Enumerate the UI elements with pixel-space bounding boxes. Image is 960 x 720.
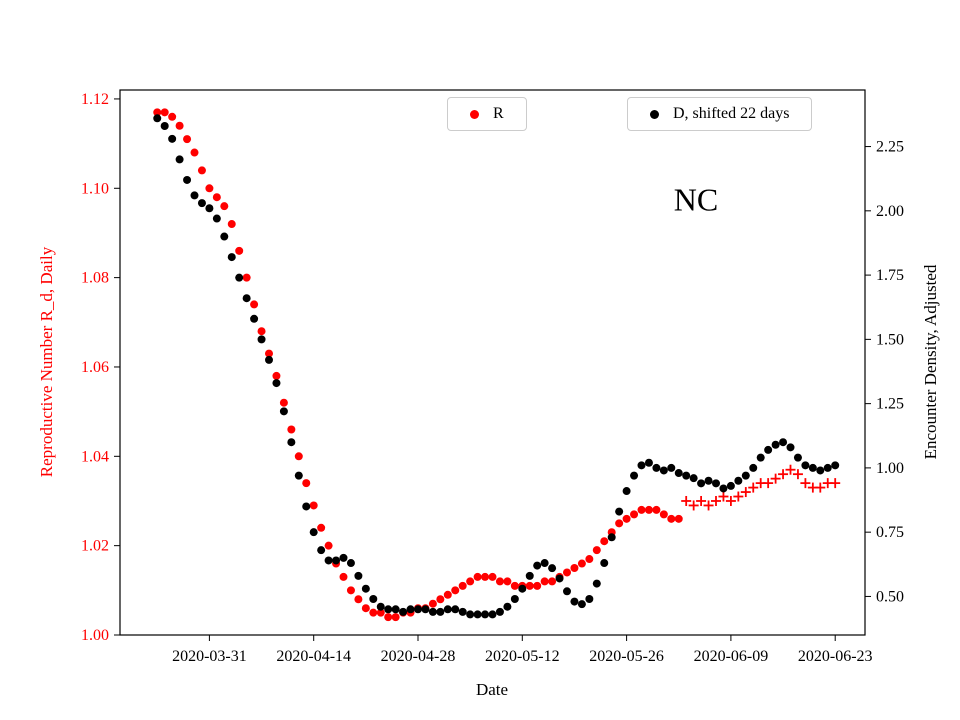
svg-text:1.04: 1.04 bbox=[81, 448, 109, 465]
svg-text:2020-04-28: 2020-04-28 bbox=[381, 648, 456, 665]
state-annotation: NC bbox=[673, 181, 719, 218]
svg-text:2020-06-09: 2020-06-09 bbox=[694, 648, 769, 665]
svg-text:2020-05-26: 2020-05-26 bbox=[589, 648, 664, 665]
legend-d: D, shifted 22 days bbox=[627, 97, 813, 131]
legend-r: R bbox=[447, 97, 527, 131]
svg-text:1.08: 1.08 bbox=[81, 270, 109, 287]
svg-text:2.25: 2.25 bbox=[876, 139, 904, 156]
svg-text:1.06: 1.06 bbox=[81, 359, 109, 376]
svg-text:1.00: 1.00 bbox=[876, 460, 904, 477]
svg-text:1.12: 1.12 bbox=[81, 91, 109, 108]
x-axis-label: Date bbox=[475, 680, 509, 699]
right-y-axis-label: Encounter Density, Adjusted bbox=[921, 264, 940, 460]
svg-text:1.25: 1.25 bbox=[876, 396, 904, 413]
legend-d-label: D, shifted 22 days bbox=[673, 105, 790, 122]
svg-text:2020-06-23: 2020-06-23 bbox=[798, 648, 873, 665]
svg-text:2020-04-14: 2020-04-14 bbox=[276, 648, 351, 665]
svg-text:1.10: 1.10 bbox=[81, 180, 109, 197]
left-y-axis-label: Reproductive Number R_d, Daily bbox=[37, 246, 56, 478]
svg-text:0.50: 0.50 bbox=[876, 588, 904, 605]
legend-r-label: R bbox=[493, 105, 504, 122]
svg-text:2020-03-31: 2020-03-31 bbox=[172, 648, 247, 665]
svg-text:1.75: 1.75 bbox=[876, 267, 904, 284]
legend-r-dot-icon bbox=[470, 109, 479, 119]
svg-text:0.75: 0.75 bbox=[876, 524, 904, 541]
svg-text:2.00: 2.00 bbox=[876, 203, 904, 220]
svg-text:1.50: 1.50 bbox=[876, 331, 904, 348]
svg-text:1.00: 1.00 bbox=[81, 627, 109, 644]
svg-text:1.02: 1.02 bbox=[81, 538, 109, 555]
legend-d-dot-icon bbox=[650, 109, 659, 119]
svg-text:2020-05-12: 2020-05-12 bbox=[485, 648, 560, 665]
